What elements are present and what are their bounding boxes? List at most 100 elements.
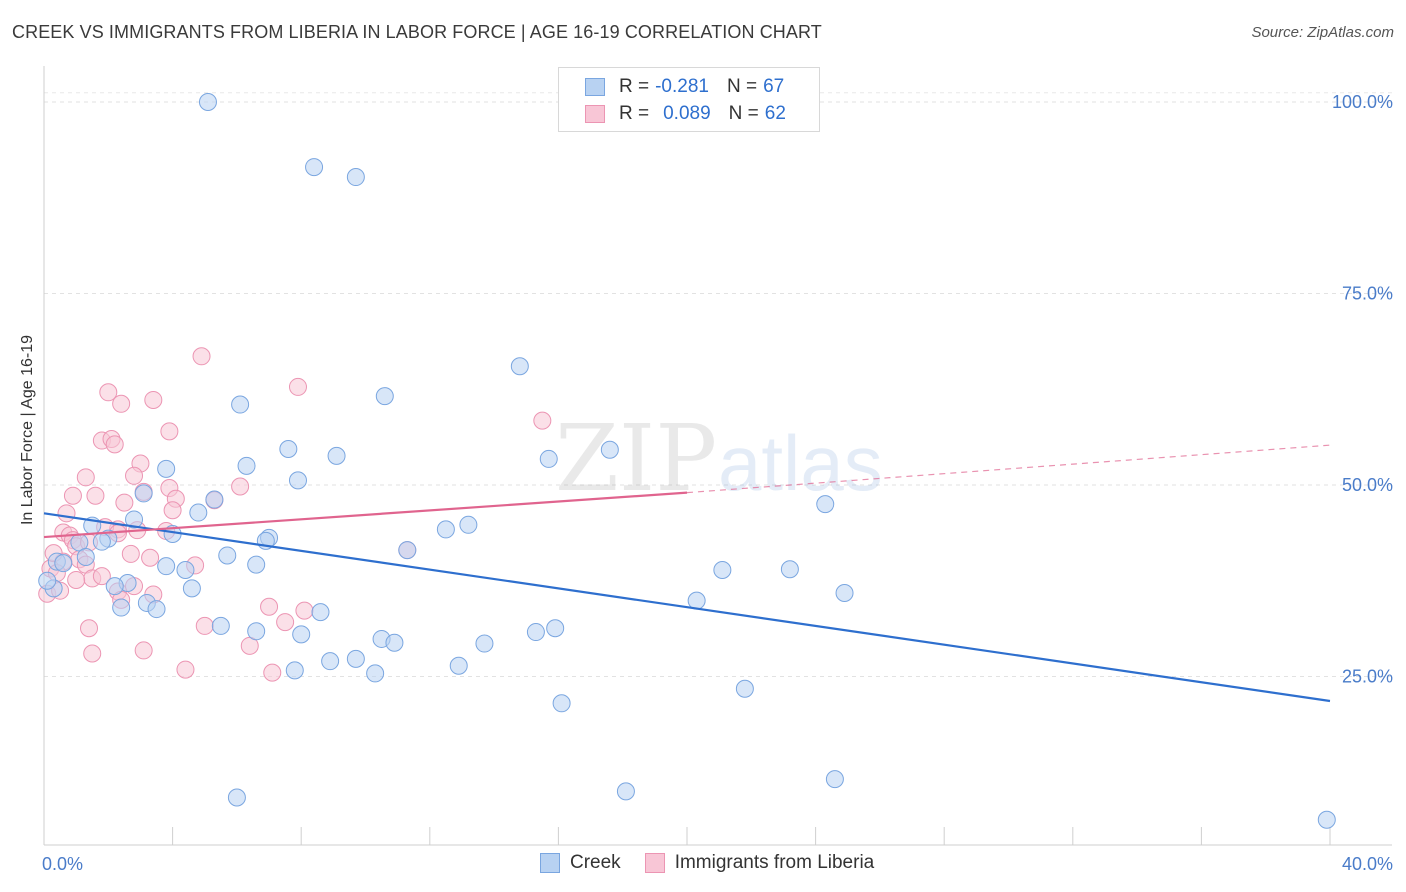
creek-point bbox=[375, 387, 394, 406]
creek-point bbox=[552, 694, 571, 713]
creek-point bbox=[189, 503, 208, 522]
creek-trend-line bbox=[43, 512, 1331, 703]
creek-point bbox=[510, 357, 529, 376]
liberia-point bbox=[76, 468, 95, 487]
y-tick-label: 100.0% bbox=[1332, 92, 1393, 112]
liberia-point bbox=[263, 663, 282, 682]
creek-point bbox=[475, 634, 494, 653]
n-label: N = bbox=[728, 103, 759, 124]
liberia-point bbox=[260, 597, 279, 616]
creek-point bbox=[539, 449, 558, 468]
liberia-point bbox=[67, 570, 86, 589]
creek-point bbox=[436, 520, 455, 539]
liberia-point bbox=[160, 422, 179, 441]
creek-point bbox=[76, 547, 95, 566]
creek-point bbox=[449, 656, 468, 675]
creek-point bbox=[526, 623, 545, 642]
liberia-point bbox=[115, 493, 134, 512]
creek-point bbox=[735, 679, 754, 698]
tick-labels: 25.0% 50.0% 75.0% 100.0% 0.0% 40.0% bbox=[42, 92, 1393, 874]
creek-point bbox=[205, 490, 224, 509]
y-tick-label: 75.0% bbox=[1342, 283, 1393, 303]
creek-point bbox=[227, 788, 246, 807]
r-value: -0.281 bbox=[655, 76, 709, 97]
creek-point bbox=[231, 395, 250, 414]
legend-row-creek: R = -0.281 N = 67 bbox=[585, 74, 784, 100]
creek-point bbox=[218, 546, 237, 565]
liberia-point bbox=[195, 616, 214, 635]
n-label: N = bbox=[726, 76, 758, 97]
creek-point bbox=[346, 649, 365, 668]
creek-point bbox=[311, 603, 330, 622]
liberia-point bbox=[63, 486, 82, 505]
liberia-point bbox=[121, 544, 140, 563]
creek-point bbox=[321, 652, 340, 671]
legend-label-liberia: Immigrants from Liberia bbox=[674, 852, 875, 873]
liberia-point bbox=[86, 486, 105, 505]
liberia-swatch bbox=[585, 105, 605, 123]
creek-point bbox=[147, 600, 166, 619]
liberia-point bbox=[176, 660, 195, 679]
liberia-trend-line bbox=[43, 491, 688, 539]
creek-swatch bbox=[585, 78, 605, 96]
watermark-atlas: atlas bbox=[718, 419, 883, 507]
creek-point bbox=[546, 619, 565, 638]
watermark-zip: ZIP bbox=[555, 405, 717, 512]
creek-point bbox=[346, 168, 365, 187]
creek-point bbox=[616, 782, 635, 801]
creek-point bbox=[600, 440, 619, 459]
creek-point bbox=[247, 555, 266, 574]
creek-point bbox=[112, 598, 131, 617]
liberia-point bbox=[295, 601, 314, 620]
creek-point bbox=[825, 770, 844, 789]
creek-swatch bbox=[540, 853, 560, 873]
liberia-point bbox=[125, 466, 144, 485]
creek-point bbox=[288, 471, 307, 490]
creek-point bbox=[835, 583, 854, 602]
grid-lines bbox=[44, 92, 1392, 677]
liberia-point bbox=[141, 548, 160, 567]
creek-point bbox=[327, 446, 346, 465]
creek-point bbox=[198, 92, 217, 111]
r-label: R = bbox=[619, 76, 650, 97]
creek-point bbox=[237, 456, 256, 475]
liberia-point bbox=[57, 504, 76, 523]
liberia-point bbox=[533, 411, 552, 430]
liberia-point bbox=[231, 477, 250, 496]
creek-point bbox=[38, 571, 57, 590]
creek-point bbox=[92, 532, 111, 551]
creek-point bbox=[459, 515, 478, 534]
creek-point bbox=[292, 625, 311, 644]
liberia-trend-extension bbox=[686, 444, 1331, 494]
x-tick-label: 0.0% bbox=[42, 854, 83, 874]
x-tick-label: 40.0% bbox=[1342, 854, 1393, 874]
liberia-point bbox=[99, 383, 118, 402]
liberia-point bbox=[83, 644, 102, 663]
creek-point bbox=[157, 459, 176, 478]
series-legend: Creek Immigrants from Liberia bbox=[540, 852, 898, 874]
liberia-point bbox=[192, 347, 211, 366]
creek-point bbox=[366, 664, 385, 683]
r-value: 0.089 bbox=[663, 103, 711, 124]
liberia-point bbox=[105, 435, 124, 454]
creek-point bbox=[105, 577, 124, 596]
creek-point bbox=[385, 633, 404, 652]
liberia-point bbox=[112, 394, 131, 413]
creek-points bbox=[38, 92, 1336, 829]
r-label: R = bbox=[619, 103, 650, 124]
creek-point bbox=[305, 158, 324, 177]
legend-item-creek[interactable]: Creek bbox=[540, 852, 621, 874]
y-axis-label: In Labor Force | Age 16-19 bbox=[19, 334, 36, 526]
liberia-point bbox=[288, 377, 307, 396]
creek-point bbox=[1317, 810, 1336, 829]
trend-lines bbox=[43, 444, 1331, 703]
y-tick-label: 50.0% bbox=[1342, 475, 1393, 495]
n-value: 62 bbox=[764, 103, 786, 124]
creek-point bbox=[247, 622, 266, 641]
legend-item-liberia[interactable]: Immigrants from Liberia bbox=[644, 852, 875, 874]
creek-point bbox=[279, 439, 298, 458]
creek-point bbox=[176, 561, 195, 580]
creek-point bbox=[157, 557, 176, 576]
n-value: 67 bbox=[763, 76, 785, 97]
